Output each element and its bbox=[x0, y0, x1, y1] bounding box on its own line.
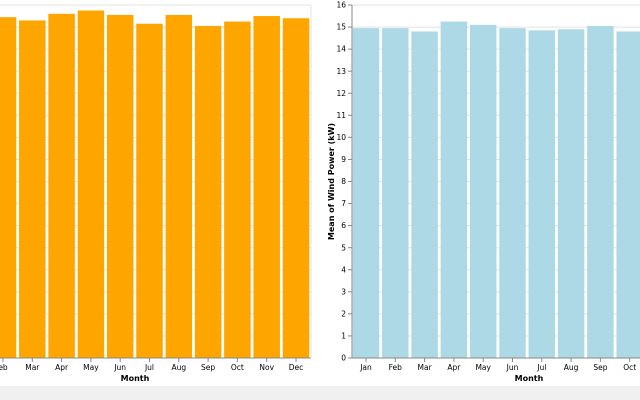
bar-may bbox=[77, 10, 105, 358]
y-tick-label: 11 bbox=[336, 111, 346, 120]
x-tick-label: Mar bbox=[25, 363, 40, 372]
y-tick-label: 16 bbox=[336, 1, 346, 10]
x-tick-label: Jul bbox=[144, 363, 154, 372]
x-tick-label: Jun bbox=[506, 363, 519, 372]
bar-jan bbox=[352, 28, 380, 359]
y-tick-label: 14 bbox=[336, 45, 346, 54]
y-tick-label: 2 bbox=[341, 309, 346, 318]
x-tick-label: Feb bbox=[389, 363, 403, 372]
bar-mar bbox=[19, 20, 46, 358]
x-tick-label: Apr bbox=[55, 363, 69, 372]
bar-sep bbox=[194, 25, 222, 358]
bar-jun bbox=[106, 14, 134, 358]
y-tick-label: 8 bbox=[341, 177, 346, 186]
x-tick-label: Aug bbox=[171, 363, 186, 372]
bar-apr bbox=[440, 21, 468, 358]
x-tick-label: Mar bbox=[418, 363, 433, 372]
x-tick-label: Oct bbox=[623, 363, 636, 372]
y-tick-label: 4 bbox=[341, 265, 346, 274]
bar-oct bbox=[616, 31, 640, 358]
bar-jul bbox=[528, 30, 556, 358]
y-axis-title: Mean of Wind Power (kW) bbox=[327, 123, 336, 240]
y-tick-label: 7 bbox=[341, 199, 346, 208]
y-tick-label: 6 bbox=[341, 221, 346, 230]
x-tick-label: Nov bbox=[259, 363, 274, 372]
charts-canvas: eb Mar Apr May Jun Jul Aug Sep Oct Nov Dec Month Jan… bbox=[0, 1, 640, 383]
y-tick-label: 0 bbox=[341, 354, 346, 363]
y-tick-label: 1 bbox=[341, 332, 346, 341]
x-tick-label: Jun bbox=[113, 363, 126, 372]
x-tick-label: Jan bbox=[359, 363, 372, 372]
chart-1: eb Mar Apr May Jun Jul Aug Sep Oct Nov Dec Month bbox=[0, 4, 312, 383]
bar-nov bbox=[253, 16, 280, 358]
bar-oct bbox=[224, 21, 251, 358]
bar-aug bbox=[165, 14, 193, 358]
bar-jul bbox=[136, 23, 163, 359]
y-tick-label: 13 bbox=[336, 67, 346, 76]
x-tick-label: May bbox=[83, 363, 99, 372]
x-tick-label: Aug bbox=[564, 363, 579, 372]
y-tick-label: 10 bbox=[336, 133, 346, 142]
x-tick-label: Oct bbox=[231, 363, 244, 372]
x-tick-label: Dec bbox=[289, 363, 304, 372]
bar-feb bbox=[382, 28, 409, 359]
x-tick-label: Apr bbox=[447, 363, 461, 372]
x-axis-title: Month bbox=[515, 374, 544, 383]
scroll-strip[interactable] bbox=[0, 386, 640, 400]
x-tick-label: Sep bbox=[201, 363, 215, 372]
y-tick-label: 15 bbox=[336, 23, 346, 32]
x-tick-label: May bbox=[475, 363, 491, 372]
y-tick-label: 5 bbox=[341, 243, 346, 252]
bar-mar bbox=[411, 31, 438, 358]
y-tick-label: 12 bbox=[336, 89, 346, 98]
chart-2: Jan Feb Mar Apr May Jun Jul Aug Sep OctMonth01234… bbox=[327, 1, 640, 383]
x-axis-title: Month bbox=[121, 374, 150, 383]
y-tick-label: 3 bbox=[341, 287, 346, 296]
x-tick-label: Jul bbox=[536, 363, 546, 372]
bar-sep bbox=[587, 25, 614, 358]
x-tick-label: eb bbox=[0, 363, 8, 372]
x-tick-label: Sep bbox=[593, 363, 607, 372]
bar-may bbox=[469, 24, 497, 358]
chart-viewport: eb Mar Apr May Jun Jul Aug Sep Oct Nov Dec Month Jan… bbox=[0, 0, 640, 386]
bar-aug bbox=[557, 29, 585, 359]
bar-feb bbox=[0, 17, 17, 359]
bar-jun bbox=[499, 28, 526, 359]
y-tick-label: 9 bbox=[341, 155, 346, 164]
bar-apr bbox=[48, 13, 75, 358]
bar-dec bbox=[282, 18, 310, 359]
